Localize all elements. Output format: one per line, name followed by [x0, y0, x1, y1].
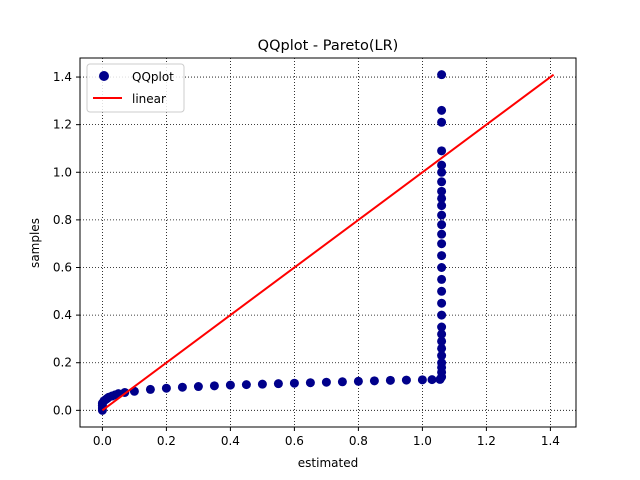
qqplot-point: [193, 382, 203, 392]
qqplot-point: [437, 251, 447, 261]
qqplot-point: [437, 210, 447, 220]
x-tick-label: 0.0: [93, 434, 112, 448]
qqplot-point: [437, 146, 447, 156]
y-tick-label: 0.6: [53, 260, 72, 274]
qqplot-point: [437, 186, 447, 196]
qqplot-point: [225, 380, 235, 390]
qqplot-point: [417, 375, 427, 385]
qqplot-point: [437, 298, 447, 308]
qqplot-point: [161, 383, 171, 393]
qqplot-point: [437, 177, 447, 187]
qqplot-point: [257, 379, 267, 389]
qqplot-point: [385, 375, 395, 385]
x-axis-label: estimated: [298, 456, 358, 470]
x-tick-label: 0.8: [349, 434, 368, 448]
qqplot-point: [337, 377, 347, 387]
ticks: 0.0 0.2 0.4 0.6 0.8 1.0 1.2 1.4 0.0 0.2 0.4 0.6 0.8 1…: [53, 70, 560, 448]
qqplot-point: [437, 351, 447, 361]
x-tick-label: 0.2: [157, 434, 176, 448]
legend-label-linear: linear: [132, 92, 166, 106]
y-tick-label: 1.4: [53, 70, 72, 84]
qqplot-point: [437, 274, 447, 284]
qqplot-point: [209, 381, 219, 391]
qqplot-point: [437, 105, 447, 115]
qqplot-point: [437, 239, 447, 249]
qqplot-point: [427, 375, 437, 385]
qqplot-point: [437, 229, 447, 239]
axes-frame: [79, 57, 577, 428]
qqplot-point: [437, 193, 447, 203]
y-tick-label: 0.2: [53, 356, 72, 370]
y-tick-label: 0.8: [53, 213, 72, 227]
qqplot-point: [369, 376, 379, 386]
qqplot-point: [177, 382, 187, 392]
y-tick-label: 0.4: [53, 308, 72, 322]
y-tick-label: 1.0: [53, 165, 72, 179]
x-tick-label: 1.4: [541, 434, 560, 448]
qqplot-point: [321, 377, 331, 387]
qqplot-point: [437, 262, 447, 272]
linear-reference-line: [101, 73, 555, 412]
qqplot-point: [437, 336, 447, 346]
x-tick-label: 0.4: [221, 434, 240, 448]
qqplot-point: [145, 384, 155, 394]
legend-marker-qqplot: [99, 71, 109, 81]
chart-title: QQplot - Pareto(LR): [258, 38, 399, 54]
y-axis-label: samples: [28, 218, 42, 268]
qqplot-point: [437, 117, 447, 127]
qqplot-point: [437, 343, 447, 353]
qqplot-point: [273, 379, 283, 389]
qqplot-point: [437, 220, 447, 230]
qqplot-point: [437, 167, 447, 177]
qqplot-point: [437, 286, 447, 296]
qqplot-point: [437, 329, 447, 339]
x-tick-label: 0.6: [285, 434, 304, 448]
qqplot-point: [401, 375, 411, 385]
x-tick-label: 1.0: [413, 434, 432, 448]
qqplot-point: [305, 378, 315, 388]
plot-data: [97, 70, 555, 415]
y-tick-label: 1.2: [53, 118, 72, 132]
legend-box: [86, 63, 185, 113]
qqplot-point: [437, 358, 447, 368]
qqplot-point: [353, 376, 363, 386]
qqplot-point: [437, 160, 447, 170]
qqplot-point: [437, 310, 447, 320]
legend: QQplot linear: [86, 63, 185, 113]
qqplot-point: [241, 380, 251, 390]
legend-label-qqplot: QQplot: [132, 70, 174, 84]
qqplot-point: [437, 201, 447, 211]
qqplot-point: [437, 70, 447, 80]
qqplot-point: [437, 322, 447, 332]
qqplot-point: [289, 378, 299, 388]
x-tick-label: 1.2: [477, 434, 496, 448]
y-tick-label: 0.0: [53, 403, 72, 417]
